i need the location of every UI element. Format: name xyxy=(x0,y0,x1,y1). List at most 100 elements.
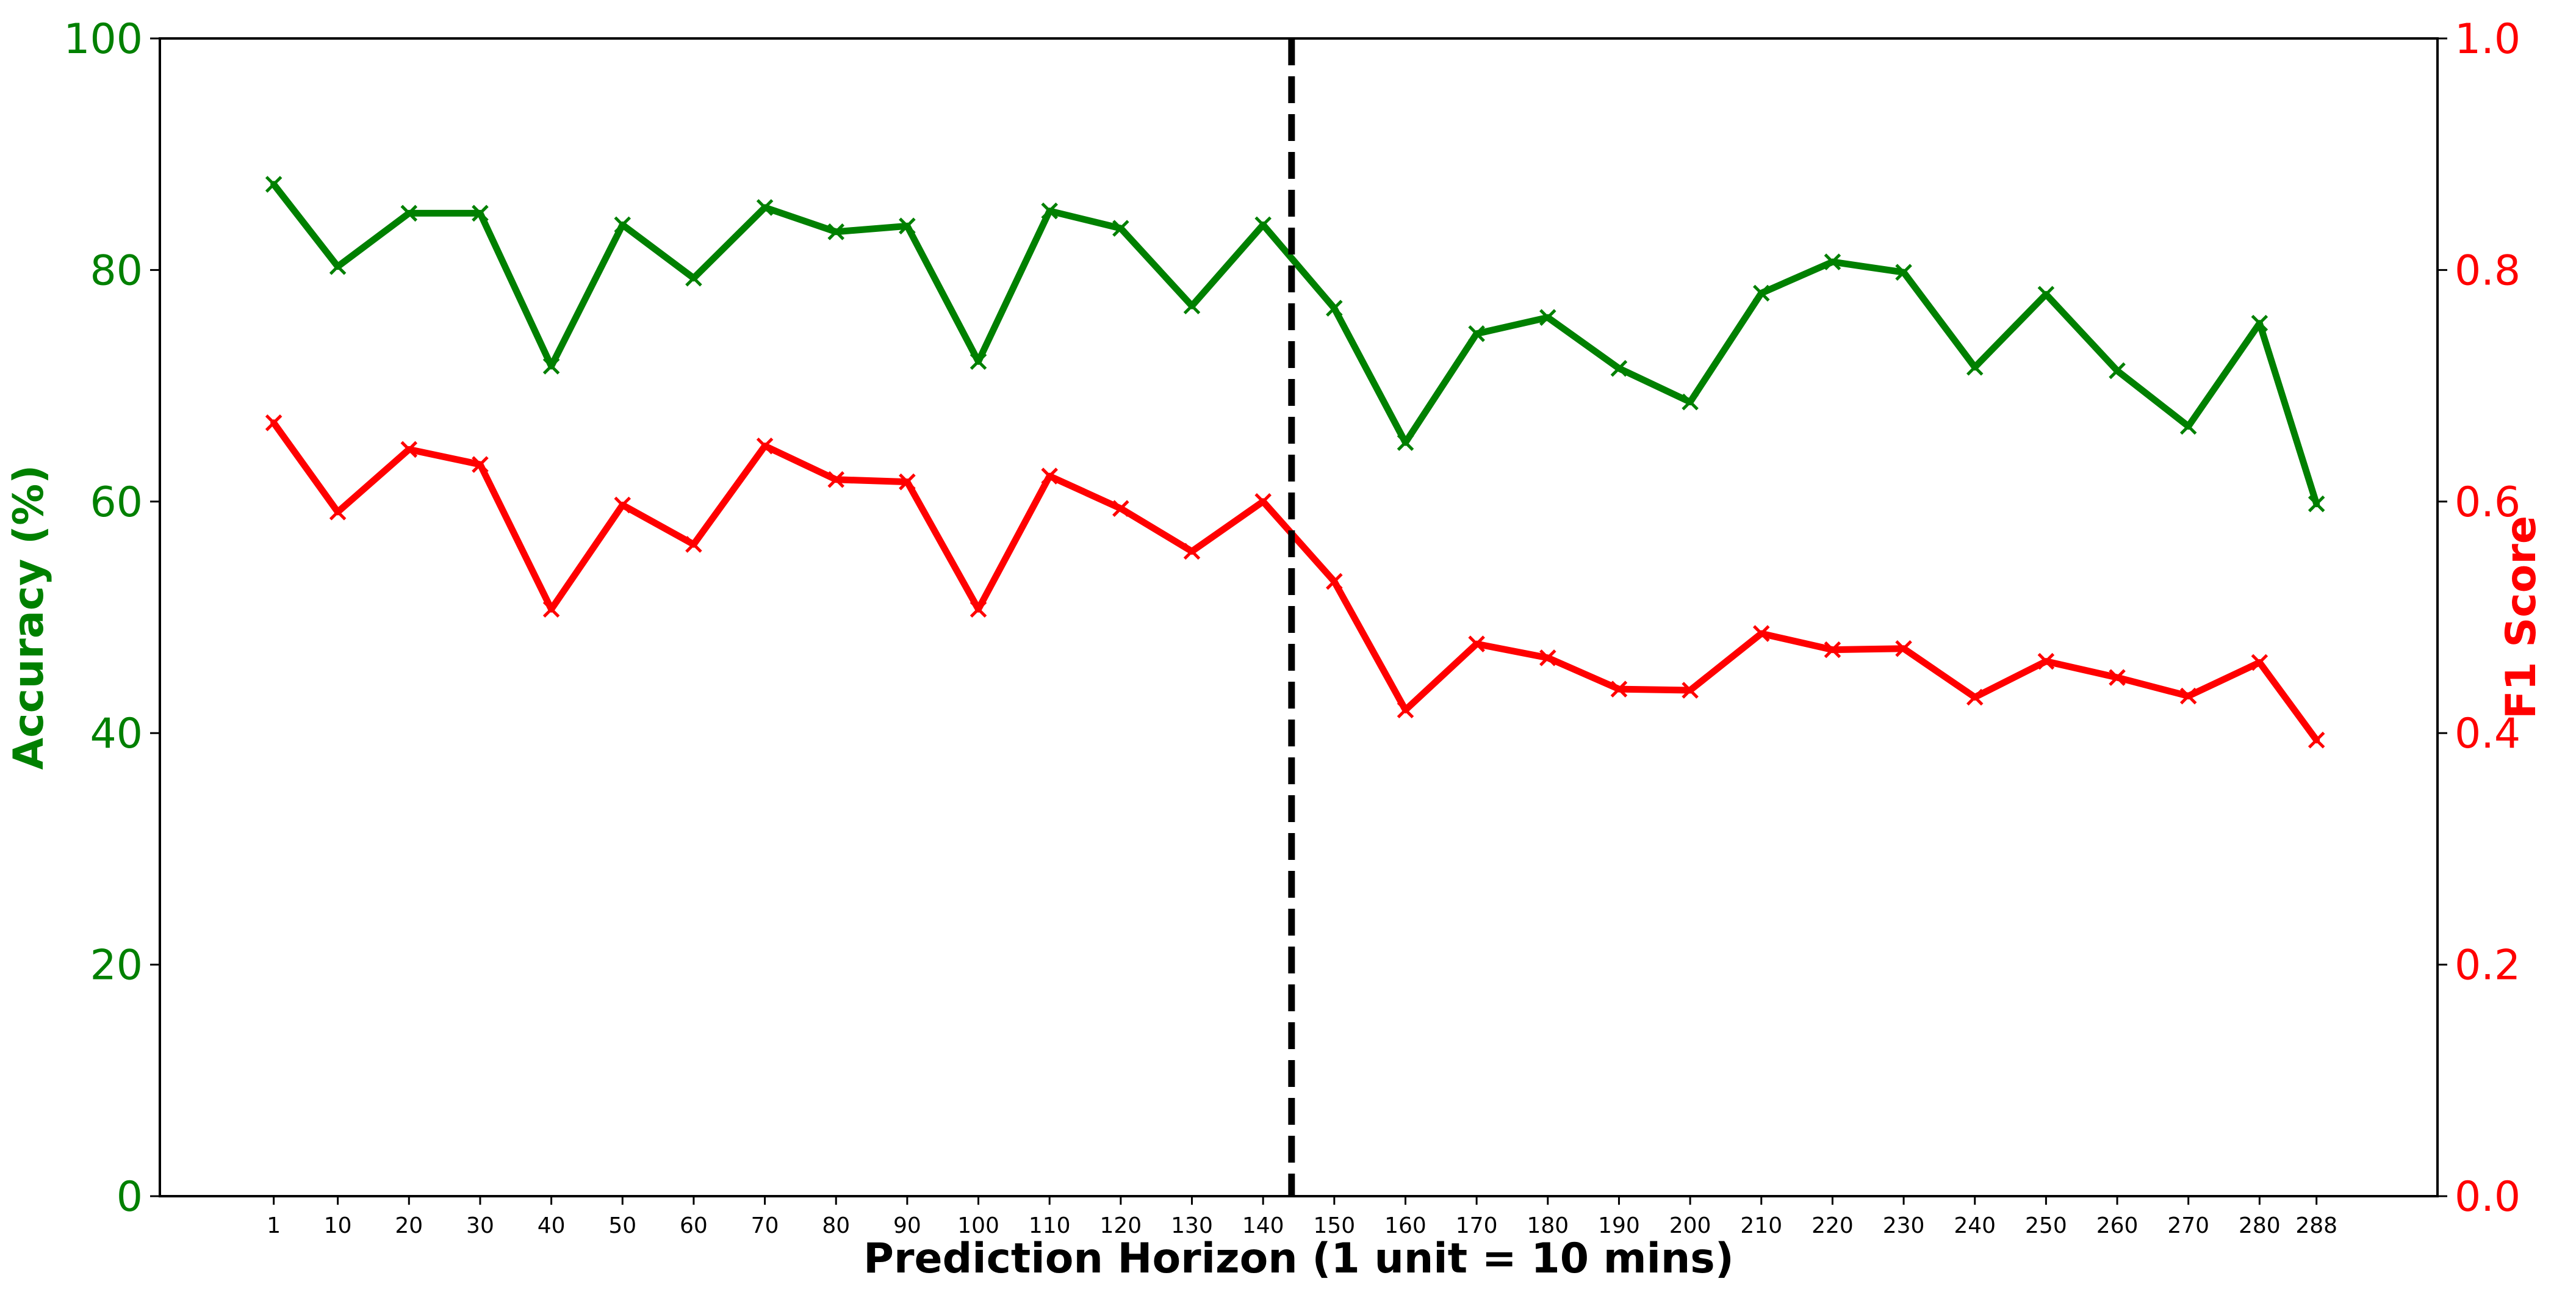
f1-score-data-point xyxy=(1610,680,1628,698)
left-y-tick-label: 0 xyxy=(117,1173,143,1221)
f1-score-data-point xyxy=(329,503,347,521)
left-y-tick-label: 20 xyxy=(90,942,143,990)
x-tick-label: 40 xyxy=(538,1213,566,1238)
left-y-tick-label: 100 xyxy=(63,15,143,63)
f1-score-data-point xyxy=(1397,701,1414,719)
f1-score-data-point xyxy=(2308,731,2325,749)
f1-score-data-point xyxy=(1824,641,1841,659)
left-y-tick-label: 80 xyxy=(90,247,143,295)
accuracy-data-point xyxy=(614,216,631,234)
f1-score-data-point xyxy=(542,601,560,618)
right-y-tick-label: 0.6 xyxy=(2455,478,2520,527)
x-tick-label: 110 xyxy=(1029,1213,1071,1238)
f1-score-data-point xyxy=(827,471,844,488)
right-y-tick-label: 1.0 xyxy=(2455,15,2520,63)
plot-area xyxy=(265,38,2325,1196)
accuracy-data-point xyxy=(472,204,489,222)
x-tick-label: 70 xyxy=(751,1213,779,1238)
f1-score-data-point xyxy=(472,456,489,473)
left-y-axis-title: Accuracy (%) xyxy=(5,465,53,770)
x-tick-label: 1 xyxy=(267,1213,281,1238)
accuracy-data-point xyxy=(1753,284,1770,302)
right-y-tick-label: 0.2 xyxy=(2455,942,2520,990)
f1-score-data-point xyxy=(1112,500,1129,517)
accuracy-data-point xyxy=(542,358,560,375)
f1-score-data-point xyxy=(265,414,282,431)
x-tick-label: 220 xyxy=(1811,1213,1854,1238)
x-tick-label: 260 xyxy=(2096,1213,2139,1238)
f1-score-data-point xyxy=(1468,635,1485,652)
x-tick-label: 120 xyxy=(1100,1213,1142,1238)
x-tick-label: 20 xyxy=(395,1213,423,1238)
f1-score-data-point xyxy=(1682,682,1699,699)
x-tick-label: 240 xyxy=(1954,1213,1996,1238)
accuracy-data-point xyxy=(1610,359,1628,377)
f1-score-data-point xyxy=(685,536,702,553)
f1-score-data-point xyxy=(1895,640,1912,657)
accuracy-data-point xyxy=(1468,325,1485,342)
accuracy-data-point xyxy=(2251,314,2268,332)
f1-score-data-point xyxy=(2109,669,2126,686)
accuracy-data-point xyxy=(1397,434,1414,451)
accuracy-data-point xyxy=(265,176,282,193)
x-tick-label: 288 xyxy=(2295,1213,2337,1238)
x-tick-label: 190 xyxy=(1598,1213,1640,1238)
x-tick-label: 30 xyxy=(466,1213,494,1238)
left-y-tick-label: 40 xyxy=(90,710,143,758)
axes: 1 10 20 30 40 50 60 70 80 90 100 110 120 130 140 150 160… xyxy=(63,15,2520,1238)
right-y-axis-title: F1 Score xyxy=(2497,516,2545,719)
x-tick-label: 10 xyxy=(324,1213,352,1238)
x-tick-label: 180 xyxy=(1527,1213,1569,1238)
f1-score-data-point xyxy=(1041,467,1058,485)
x-tick-label: 80 xyxy=(822,1213,850,1238)
plot-frame xyxy=(159,37,2439,1197)
accuracy-data-point xyxy=(2109,362,2126,380)
f1-score-series-line xyxy=(270,419,2320,744)
f1-score-data-point xyxy=(970,601,987,618)
f1-score-data-point xyxy=(899,473,916,491)
accuracy-data-point xyxy=(1895,264,1912,281)
x-tick-label: 150 xyxy=(1313,1213,1355,1238)
x-tick-label: 50 xyxy=(608,1213,636,1238)
accuracy-data-point xyxy=(2037,286,2055,303)
f1-score-data-point xyxy=(2037,652,2055,670)
accuracy-data-point xyxy=(756,199,774,216)
accuracy-data-point xyxy=(1682,393,1699,411)
f1-score-data-point xyxy=(1539,649,1556,666)
accuracy-data-point xyxy=(1041,202,1058,220)
x-tick-label: 270 xyxy=(2167,1213,2209,1238)
x-axis-title: Prediction Horizon (1 unit = 10 mins) xyxy=(863,1235,1734,1283)
accuracy-data-point xyxy=(1112,220,1129,237)
x-tick-label: 60 xyxy=(680,1213,708,1238)
x-tick-label: 160 xyxy=(1384,1213,1427,1238)
x-tick-label: 130 xyxy=(1171,1213,1213,1238)
accuracy-data-point xyxy=(2308,495,2325,513)
f1-score-data-point xyxy=(2251,654,2268,671)
left-y-tick-label: 60 xyxy=(90,478,143,527)
x-tick-label: 280 xyxy=(2239,1213,2281,1238)
right-y-tick-label: 0.0 xyxy=(2455,1173,2520,1221)
accuracy-data-point xyxy=(1824,253,1841,270)
accuracy-data-point xyxy=(1539,309,1556,326)
accuracy-data-point xyxy=(400,204,418,222)
accuracy-series-line xyxy=(270,181,2320,508)
accuracy-data-point xyxy=(1254,216,1272,234)
x-tick-label: 100 xyxy=(957,1213,999,1238)
f1-score-data-point xyxy=(614,496,631,514)
accuracy-data-point xyxy=(827,223,844,240)
accuracy-data-point xyxy=(1183,297,1201,314)
accuracy-data-point xyxy=(899,217,916,235)
f1-score-data-point xyxy=(2179,687,2197,705)
f1-score-data-point xyxy=(1326,572,1343,590)
f1-score-data-point xyxy=(1753,625,1770,642)
accuracy-data-point xyxy=(970,353,987,370)
accuracy-data-point xyxy=(1326,300,1343,317)
accuracy-data-point xyxy=(685,269,702,287)
accuracy-data-point xyxy=(329,258,347,275)
x-tick-label: 210 xyxy=(1740,1213,1782,1238)
x-tick-label: 200 xyxy=(1669,1213,1711,1238)
accuracy-data-point xyxy=(2179,417,2197,435)
x-tick-label: 250 xyxy=(2025,1213,2067,1238)
